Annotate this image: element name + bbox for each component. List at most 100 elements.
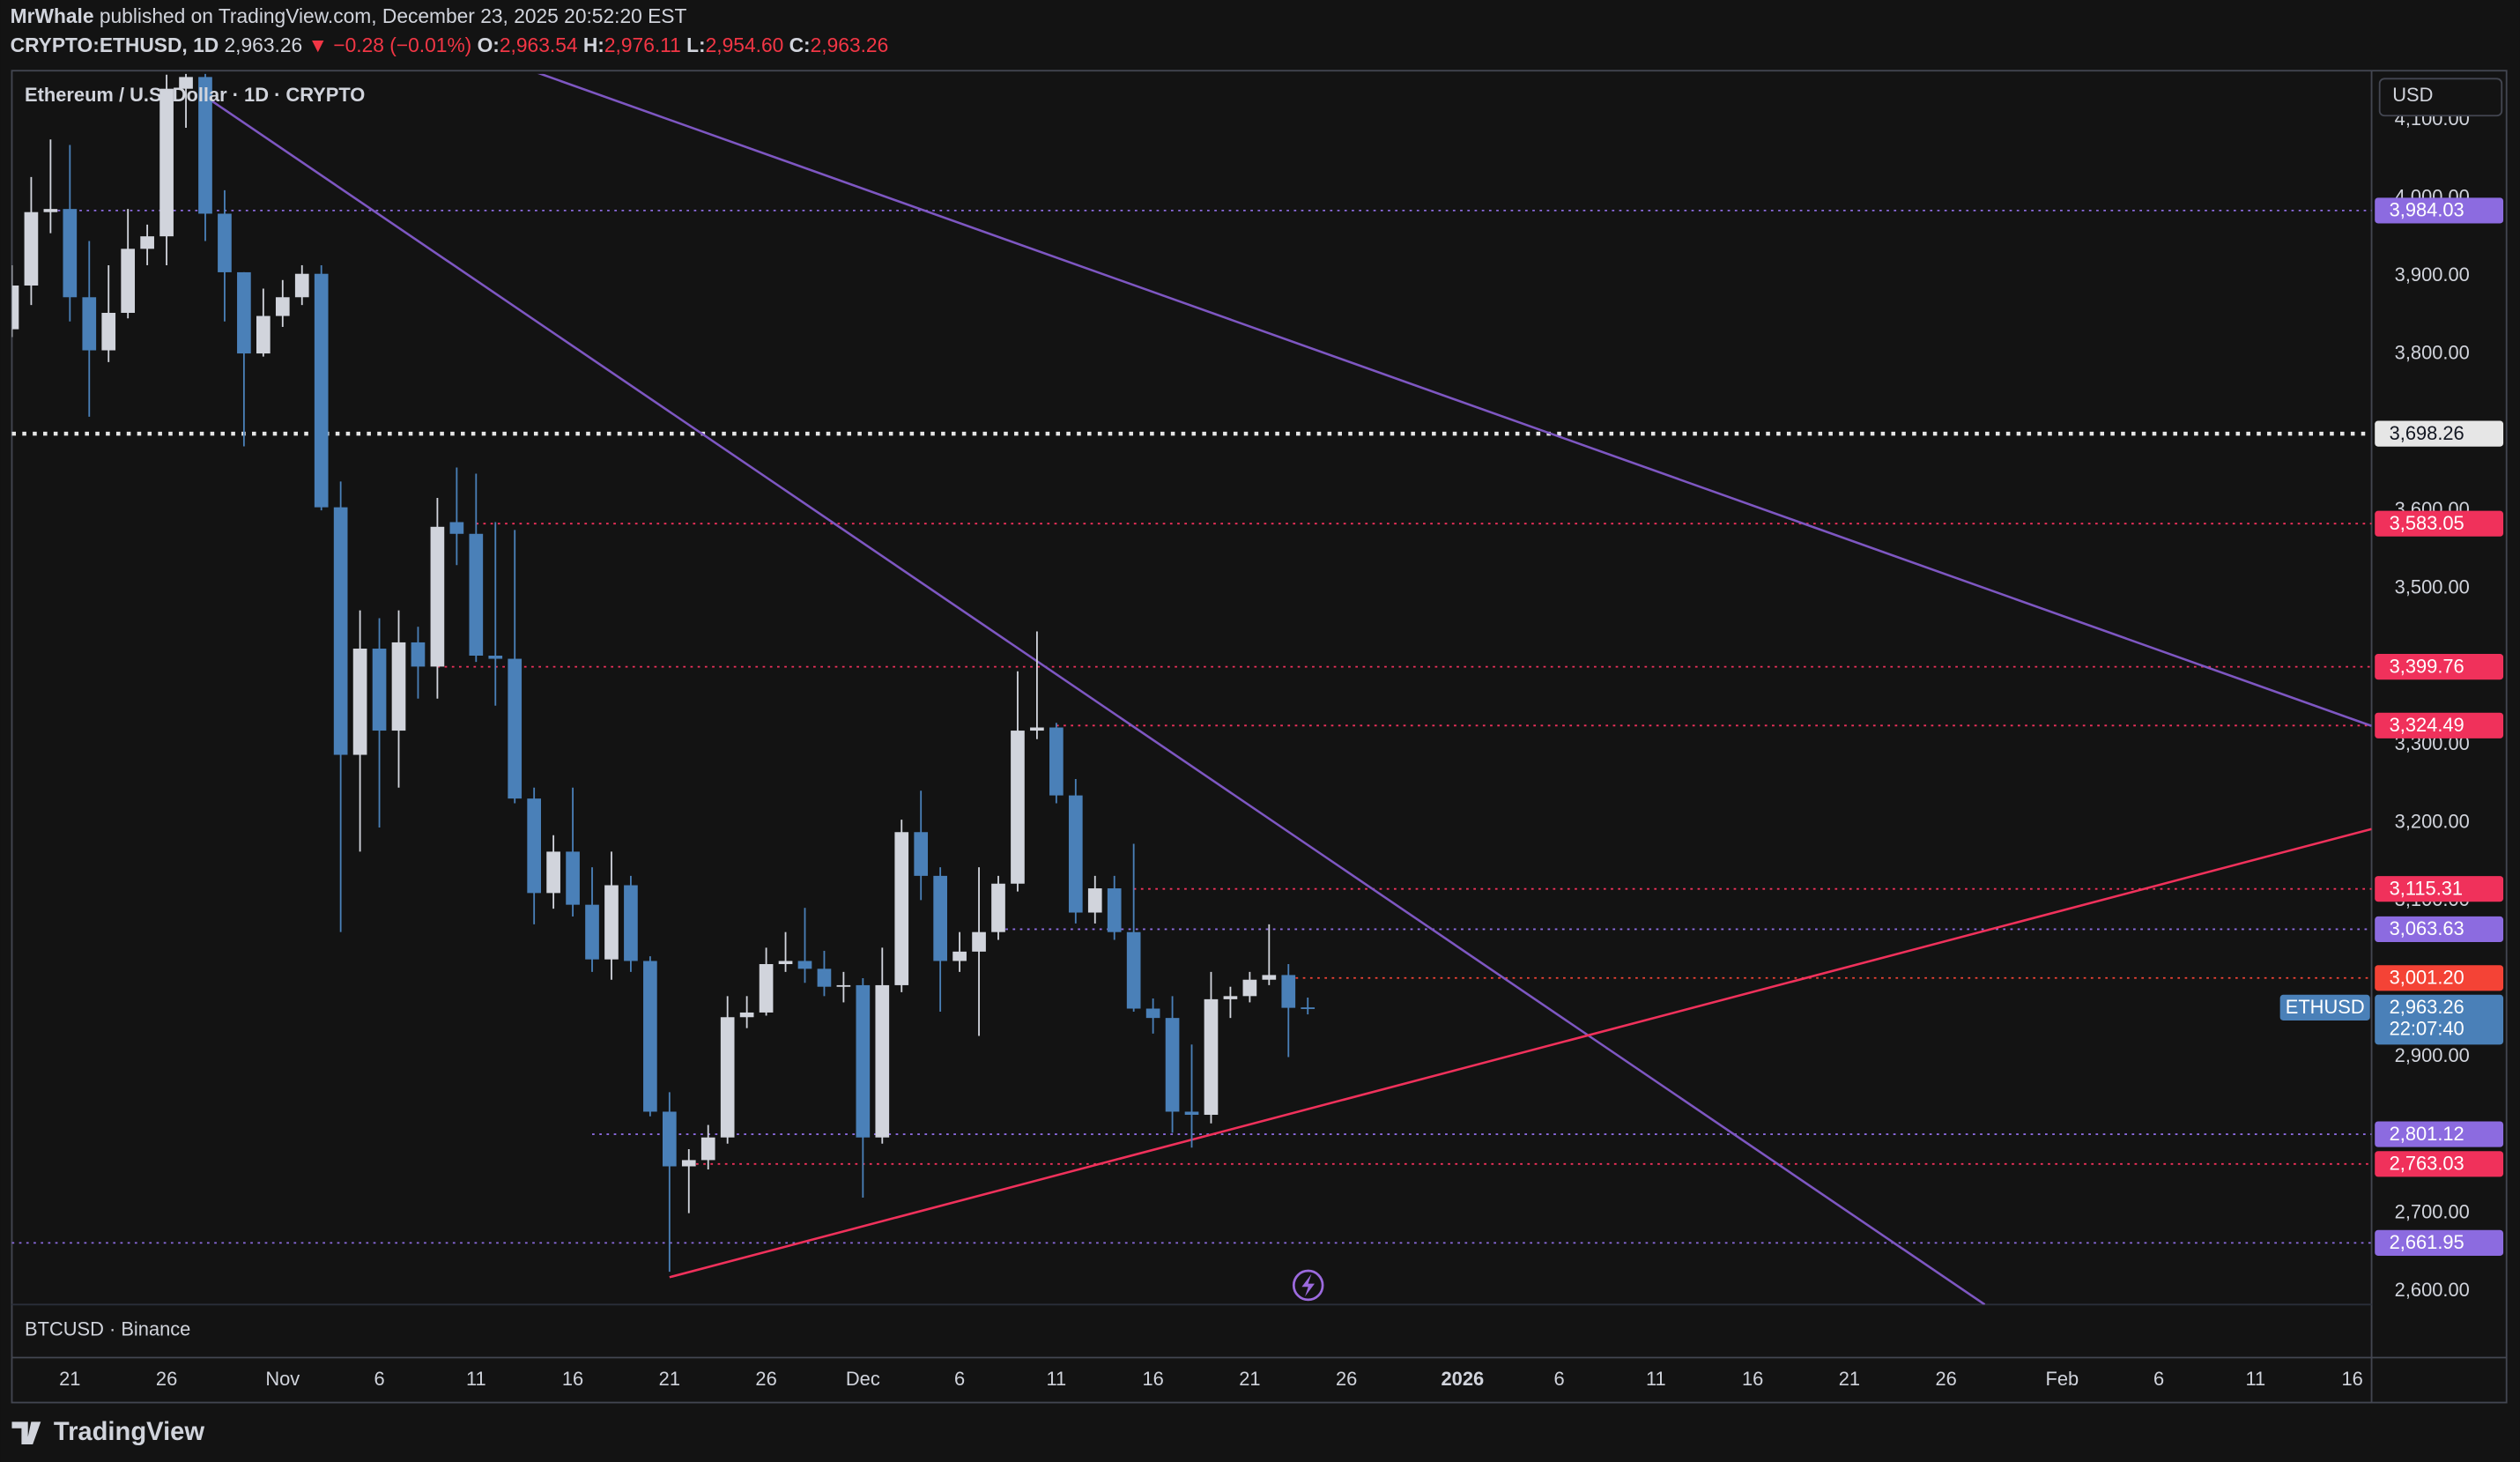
ohlc-value: 2,963.26 (811, 33, 889, 56)
candle-body (585, 904, 599, 960)
alert-bolt (1301, 1273, 1315, 1297)
level-badge (2375, 1229, 2504, 1256)
currency-box[interactable] (2378, 78, 2503, 117)
x-tick-label: 16 (2341, 1368, 2362, 1390)
y-tick-label: 3,800.00 (2395, 342, 2470, 364)
author: MrWhale (11, 4, 94, 27)
candle-body (372, 649, 387, 731)
candle-body (63, 209, 78, 298)
level-badge (2375, 197, 2504, 224)
symbol-tag (2279, 994, 2370, 1020)
x-tick-label: 6 (954, 1368, 965, 1390)
candle-body (218, 213, 232, 272)
candle-body (508, 658, 523, 799)
x-tick-label: 21 (659, 1368, 680, 1390)
countdown: 22:07:40 (2390, 1018, 2464, 1040)
level-label: 2,801.12 (2390, 1123, 2464, 1145)
candle-body (1242, 979, 1257, 997)
candle-body (275, 297, 290, 316)
brand-name: TradingView (54, 1418, 205, 1446)
level-badge (2375, 712, 2504, 738)
currency: USD (2392, 84, 2433, 106)
y-tick-label: 2,600.00 (2395, 1279, 2470, 1301)
candle-body (159, 88, 174, 237)
symbol: CRYPTO:ETHUSD, 1D (11, 33, 219, 56)
last-price-badge (2375, 994, 2504, 1045)
lower-pane-label: BTCUSD · Binance (25, 1317, 190, 1340)
candle-body (1145, 1008, 1160, 1019)
candle-body (101, 313, 116, 351)
quote-line: CRYPTO:ETHUSD, 1D 2,963.26 ▼ −0.28 (−0.0… (11, 33, 889, 56)
change: ▼ −0.28 (−0.01%) (308, 33, 471, 56)
chart-title: Ethereum / U.S. Dollar · 1D · CRYPTO (25, 84, 365, 106)
alert-icon[interactable] (1292, 1269, 1324, 1302)
candle-body (294, 273, 309, 298)
trend-line (204, 95, 1986, 1305)
x-tick-label: 26 (755, 1368, 776, 1390)
x-tick-label: 6 (2153, 1368, 2164, 1390)
ohlc-key: O: (478, 33, 500, 56)
level-badge (2375, 965, 2504, 991)
candle-body (488, 655, 503, 659)
ohlc-value: 2,963.54 (500, 33, 578, 56)
candle-body (1184, 1111, 1199, 1116)
candle-body (11, 285, 19, 330)
candle-body (643, 961, 657, 1112)
frame (11, 70, 2508, 1404)
candle-body (1165, 1018, 1180, 1112)
x-tick-label: 11 (466, 1368, 486, 1390)
candle-body (1011, 731, 1025, 884)
candle-body (817, 968, 832, 987)
x-tick-label: Nov (265, 1368, 300, 1390)
candle-body (1049, 727, 1064, 796)
x-tick-label: 11 (1047, 1368, 1067, 1390)
brand-logo[interactable]: TradingView (11, 1418, 204, 1446)
plot-area (11, 73, 2372, 1305)
level-badge (2375, 876, 2504, 902)
candle-body (624, 885, 638, 961)
candle-body (43, 209, 58, 212)
candle-body (894, 832, 909, 985)
candle-body (179, 77, 193, 89)
trend-line (537, 73, 2372, 727)
y-tick-label: 2,700.00 (2395, 1200, 2470, 1222)
candle-body (121, 249, 136, 314)
candle-body (972, 931, 986, 952)
candle-body (546, 851, 560, 894)
symbol-tag-label: ETHUSD (2286, 996, 2365, 1018)
level-label: 3,063.63 (2390, 917, 2464, 939)
level-badge (2375, 510, 2504, 537)
level-label: 3,583.05 (2390, 512, 2464, 534)
candle-body (604, 885, 619, 960)
candle-body (1030, 727, 1044, 731)
candle-body (1126, 931, 1141, 1009)
candle-body (681, 1160, 696, 1167)
x-tick-label: 6 (1554, 1368, 1565, 1390)
published: published on TradingView.com, December 2… (100, 4, 687, 27)
x-tick-label: 6 (374, 1368, 384, 1390)
price-axis: 2,600.002,700.002,800.002,900.003,000.00… (2279, 108, 2504, 1301)
candle-body (1281, 975, 1296, 1008)
ohlc-value: 2,976.11 (604, 33, 681, 56)
last-price-label: 2,963.26 (2390, 996, 2464, 1018)
y-tick-label: 3,200.00 (2395, 810, 2470, 832)
level-label: 3,115.31 (2390, 877, 2463, 899)
candle-body (778, 961, 793, 965)
level-badge (2375, 420, 2504, 447)
candle-body (449, 522, 464, 534)
candle-body (1087, 888, 1102, 913)
level-badge (2375, 1151, 2504, 1177)
trend-line (669, 827, 2372, 1279)
last: 2,963.26 (225, 33, 303, 56)
level-label: 2,661.95 (2390, 1231, 2464, 1253)
candle-body (875, 984, 890, 1138)
candle-body (237, 271, 251, 354)
candle-body (662, 1111, 677, 1167)
candle-body (914, 832, 929, 876)
candle-body (1223, 996, 1238, 999)
level-label: 3,324.49 (2390, 714, 2464, 736)
ohlc-key: C: (789, 33, 811, 56)
